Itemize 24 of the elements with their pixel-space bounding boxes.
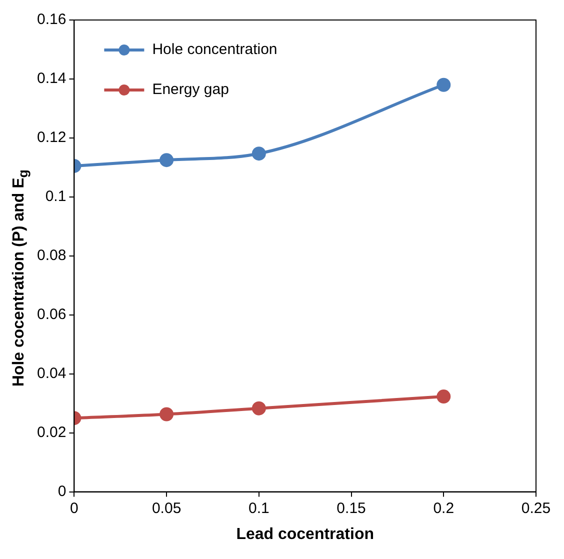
x-tick-label: 0.15 — [336, 500, 366, 517]
point — [252, 146, 266, 161]
y-tick-label: 0.08 — [36, 247, 66, 264]
x-tick-label: 0.05 — [152, 500, 182, 517]
legend-label: Energy gap — [152, 81, 229, 98]
y-tick-label: 0.04 — [36, 364, 66, 382]
y-tick-label: 0.02 — [36, 424, 66, 441]
point — [252, 401, 266, 416]
x-tick-label: 0.1 — [248, 500, 270, 517]
y-tick-label: 0.16 — [36, 11, 66, 28]
y-tick-label: 0.14 — [36, 70, 66, 88]
x-tick-label: 0.2 — [433, 500, 454, 517]
point — [160, 153, 174, 168]
point — [436, 390, 451, 404]
y-tick-label: 0 — [58, 482, 66, 500]
x-axis-title: Lead cocentration — [236, 526, 374, 543]
legend-label: Hole concentration — [152, 41, 278, 58]
y-tick-label: 0.1 — [45, 188, 66, 206]
x-tick-label: 0 — [70, 500, 78, 517]
x-tick-label: 0.25 — [521, 500, 551, 517]
point — [160, 407, 174, 422]
y-tick-label: 0.12 — [36, 129, 66, 146]
y-tick-label: 0.06 — [36, 306, 66, 324]
point — [436, 78, 451, 92]
